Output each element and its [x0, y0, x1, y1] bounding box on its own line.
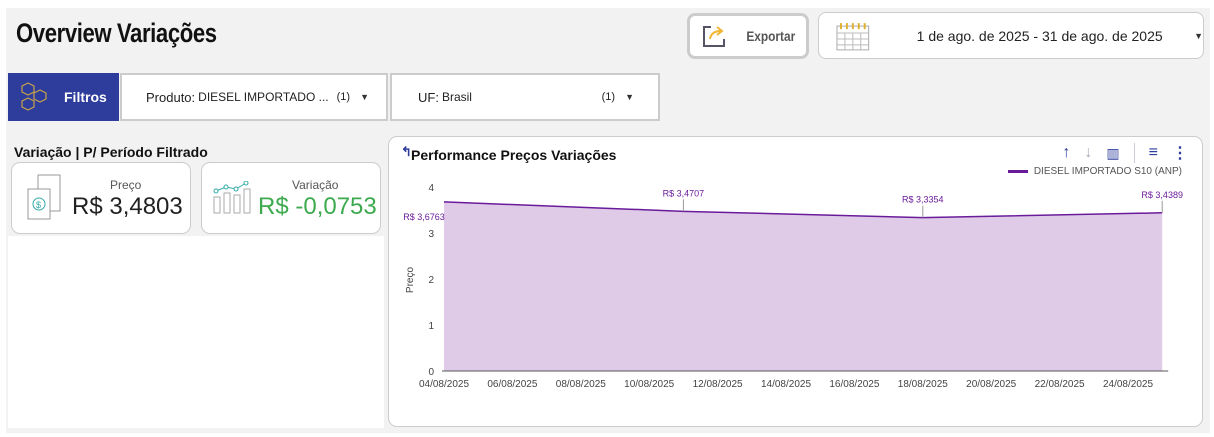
legend-swatch	[1007, 170, 1028, 173]
date-range-text: 1 de ago. de 2025 - 31 de ago. de 2025	[916, 27, 1163, 44]
hexagon-network-icon	[21, 82, 47, 111]
x-tick-label: 04/08/2025	[419, 379, 469, 390]
preco-card: $ Preço R$ 3,4803	[11, 162, 191, 234]
filters-button[interactable]: Filtros	[8, 73, 119, 121]
preco-value: R$ 3,4803	[72, 193, 183, 220]
chart-toolbar: ↑ ↓ ▥ ≡ ⋮	[1062, 143, 1188, 163]
x-tick-label: 06/08/2025	[487, 379, 537, 390]
y-tick-label: 0	[428, 367, 434, 378]
filter-icon[interactable]: ≡	[1148, 144, 1158, 161]
receipt-money-icon: $	[27, 174, 61, 220]
chart-legend: DIESEL IMPORTADO S10 (ANP)	[1007, 166, 1182, 177]
export-button[interactable]: Exportar	[687, 13, 809, 59]
x-tick-label: 18/08/2025	[898, 379, 948, 390]
export-label: Exportar	[746, 28, 796, 44]
uf-key: UF:	[418, 89, 439, 105]
data-label: R$ 3,3354	[902, 195, 944, 205]
preco-label: Preço	[110, 178, 142, 192]
x-tick-label: 12/08/2025	[693, 379, 743, 390]
summary-title: Variação | P/ Período Filtrado	[14, 144, 208, 160]
y-tick-label: 4	[428, 183, 434, 194]
uf-filter-dropdown[interactable]: UF: Brasil (1) ▼	[390, 73, 660, 121]
produto-value: DIESEL IMPORTADO ...	[198, 90, 329, 104]
chart-title: Performance Preços Variações	[411, 147, 617, 163]
produto-key: Produto:	[146, 89, 196, 105]
drill-up-icon[interactable]: ↰	[401, 144, 412, 159]
calendar-icon	[836, 22, 870, 50]
more-options-icon[interactable]: ⋮	[1172, 145, 1188, 162]
y-axis-label: Preço	[405, 267, 416, 294]
x-tick-label: 14/08/2025	[761, 379, 811, 390]
filters-label: Filtros	[64, 89, 107, 105]
svg-text:$: $	[36, 200, 41, 210]
left-panel	[8, 236, 384, 428]
date-range-picker[interactable]: 1 de ago. de 2025 - 31 de ago. de 2025 ▼	[818, 12, 1204, 59]
x-tick-label: 24/08/2025	[1103, 379, 1153, 390]
legend-label: DIESEL IMPORTADO S10 (ANP)	[1033, 166, 1182, 177]
export-icon	[703, 26, 725, 47]
y-tick-label: 2	[428, 275, 434, 286]
chevron-down-icon: ▼	[360, 92, 370, 102]
arrow-up-icon[interactable]: ↑	[1062, 144, 1071, 161]
data-label: R$ 3,4707	[663, 188, 705, 198]
variacao-label: Variação	[292, 178, 339, 192]
produto-filter-dropdown[interactable]: Produto: DIESEL IMPORTADO ... (1) ▼	[120, 73, 388, 121]
chevron-down-icon: ▼	[625, 92, 634, 102]
variacao-card: Variação R$ -0,0753	[201, 162, 381, 234]
produto-count: (1)	[336, 91, 351, 103]
uf-value: Brasil	[441, 90, 472, 104]
data-label: R$ 3,6763	[403, 212, 445, 222]
area-fill	[444, 201, 1163, 371]
x-tick-label: 20/08/2025	[966, 379, 1016, 390]
x-tick-label: 16/08/2025	[829, 379, 879, 390]
x-tick-label: 08/08/2025	[556, 379, 606, 390]
chart-settings-icon[interactable]: ▥	[1106, 144, 1120, 161]
bar-growth-icon	[213, 181, 251, 214]
y-tick-label: 3	[428, 229, 434, 240]
variacao-value: R$ -0,0753	[258, 193, 377, 220]
x-tick-label: 22/08/2025	[1035, 379, 1085, 390]
x-tick-label: 10/08/2025	[624, 379, 674, 390]
arrow-down-icon[interactable]: ↓	[1084, 144, 1093, 161]
area-chart: 0 1 2 3 4 04/08/2025 06/08/2025 08/08/2025 10/08…	[403, 183, 1183, 390]
page-title: Overview Variações	[16, 18, 217, 48]
chevron-down-icon: ▼	[1194, 30, 1203, 41]
data-label: R$ 3,4389	[1141, 190, 1183, 200]
y-tick-label: 1	[428, 321, 434, 332]
series-line	[443, 201, 1163, 219]
uf-count: (1)	[601, 91, 616, 103]
toolbar-divider	[1133, 143, 1135, 163]
performance-chart-panel: ↰ Performance Preços Variações ↑ ↓ ▥ ≡ ⋮…	[388, 136, 1203, 427]
